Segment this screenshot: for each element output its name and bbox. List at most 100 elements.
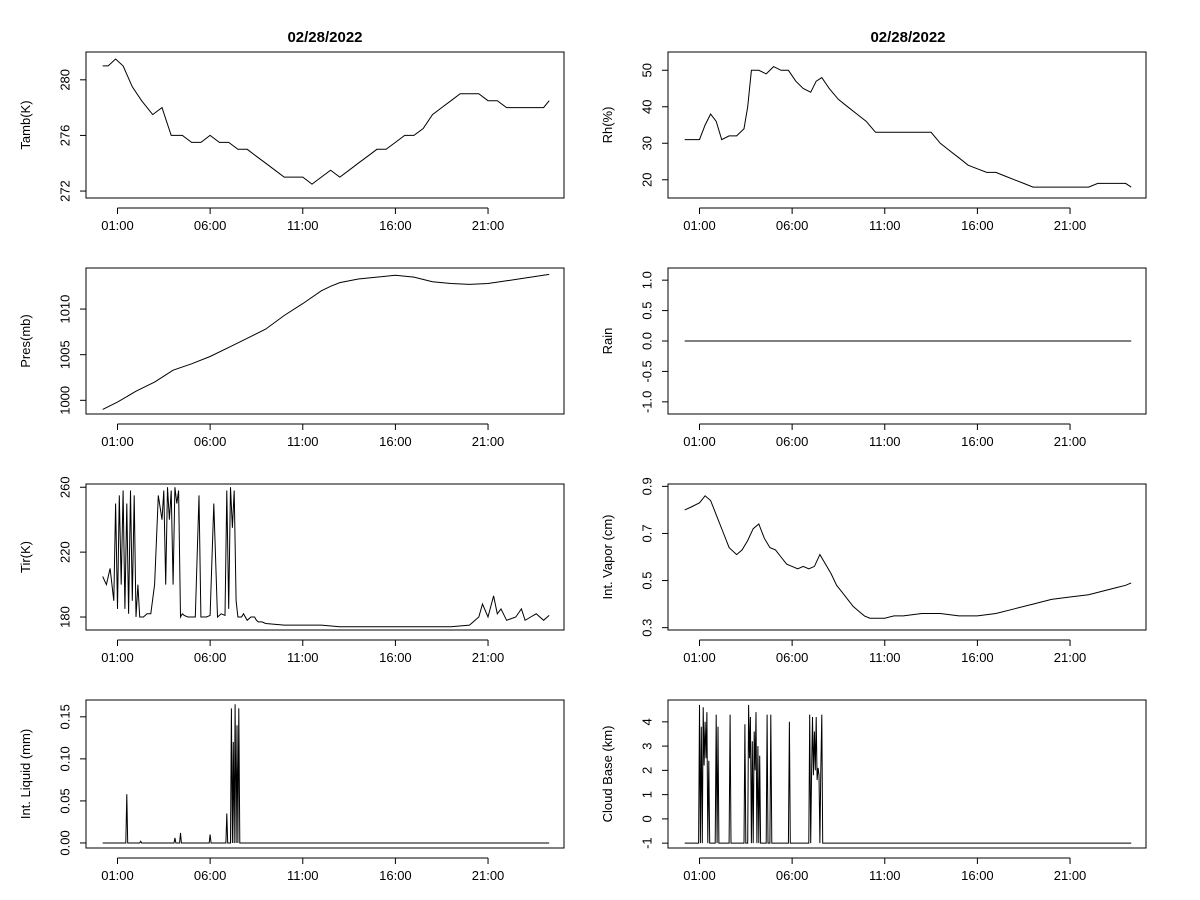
tamb-x-tick-label: 21:00 [472,218,505,233]
cloud-x-tick-label: 11:00 [869,868,901,883]
rh-x-tick-label: 16:00 [961,218,994,233]
vapor-plot-frame [667,483,1147,631]
tamb-x-tick-label: 06:00 [194,218,227,233]
rain-y-tick-label: -1.0 [639,391,654,413]
vapor-y-tick-label: 0.9 [639,477,654,495]
liquid-x-tick-label: 06:00 [194,868,227,883]
panel-tamb: 272 276 280 Tamb(K) 01:00 06:00 11:00 16:00 21:0… [18,51,565,233]
tir-y-axis-label: Tir(K) [18,541,33,573]
vapor-series-line [684,495,1132,619]
panel-rh: 20 30 40 50 Rh(%) 01:00 06:00 11:00 16:00 21:00 [600,51,1147,233]
liquid-plot-frame [85,699,565,849]
rh-y-tick-label: 30 [639,136,654,150]
rain-y-tick-label: 0.0 [639,332,654,350]
rh-plot-frame [667,51,1147,199]
tir-x-tick-label: 11:00 [287,650,319,665]
liquid-y-axis-label: Int. Liquid (mm) [18,729,33,819]
panel-liquid: 0.00 0.05 0.10 0.15 Int. Liquid (mm) 01:00 06:… [18,699,565,883]
vapor-x-tick-label: 11:00 [869,650,901,665]
liquid-y-tick-label: 0.15 [57,704,72,729]
right-column-title: 02/28/2022 [870,29,945,46]
tamb-x-tick-label: 16:00 [379,218,412,233]
rh-x-tick-label: 06:00 [776,218,809,233]
pres-series-line [102,273,550,410]
tir-plot-frame [85,483,565,631]
vapor-x-tick-label: 01:00 [683,650,716,665]
cloud-plot-frame [667,699,1147,849]
cloud-y-tick-label: 3 [639,742,654,749]
left-column-title: 02/28/2022 [287,29,362,46]
vapor-y-tick-label: 0.5 [639,572,654,590]
tir-y-tick-label: 220 [57,541,72,563]
vapor-x-tick-label: 16:00 [961,650,994,665]
cloud-x-tick-label: 16:00 [961,868,994,883]
vapor-y-tick-label: 0.7 [639,524,654,542]
liquid-x-tick-label: 01:00 [101,868,134,883]
pres-plot-frame [85,267,565,415]
liquid-x-tick-label: 16:00 [379,868,412,883]
rh-y-axis-label: Rh(%) [600,107,615,144]
pres-y-tick-label: 1005 [57,340,72,369]
rh-y-tick-label: 50 [639,63,654,77]
tamb-plot-frame [85,51,565,199]
rain-y-tick-label: -0.5 [639,360,654,382]
panel-vapor: 0.3 0.5 0.7 0.9 Int. Vapor (cm) 01:00 06:00 11:… [600,477,1147,665]
cloud-series-line [684,704,1132,844]
pres-y-tick-label: 1010 [57,295,72,324]
pres-x-tick-label: 21:00 [472,434,505,449]
pres-x-tick-label: 16:00 [379,434,412,449]
tamb-x-tick-label: 01:00 [101,218,134,233]
tir-y-tick-label: 260 [57,476,72,498]
cloud-y-tick-label: 4 [639,718,654,725]
tir-x-tick-label: 16:00 [379,650,412,665]
pres-x-tick-label: 06:00 [194,434,227,449]
tir-x-tick-label: 01:00 [101,650,134,665]
cloud-y-tick-label: 0 [639,815,654,822]
rh-y-tick-label: 20 [639,173,654,187]
liquid-x-tick-label: 21:00 [472,868,505,883]
cloud-x-tick-label: 21:00 [1054,868,1087,883]
panel-pres: 1000 1005 1010 Pres(mb) 01:00 06:00 11:00 16:00… [18,267,565,449]
vapor-y-axis-label: Int. Vapor (cm) [600,514,615,599]
tamb-series-line [102,58,550,185]
rain-y-axis-label: Rain [600,328,615,355]
liquid-x-tick-label: 11:00 [287,868,319,883]
liquid-y-tick-label: 0.05 [57,788,72,813]
vapor-x-tick-label: 06:00 [776,650,809,665]
panel-tir: 180 220 260 Tir(K) 01:00 06:00 11:00 16:00 21:00 [18,476,565,665]
cloud-x-tick-label: 01:00 [683,868,716,883]
rh-x-tick-label: 01:00 [683,218,716,233]
pres-y-axis-label: Pres(mb) [18,314,33,367]
rain-y-tick-label: 0.5 [639,302,654,320]
liquid-y-tick-label: 0.10 [57,746,72,771]
tamb-y-tick-label: 276 [57,125,72,147]
rh-x-tick-label: 21:00 [1054,218,1087,233]
pres-y-tick-label: 1000 [57,386,72,415]
rh-y-tick-label: 40 [639,100,654,114]
rh-series-line [684,65,1132,188]
liquid-series-line [102,704,550,844]
pres-x-tick-label: 01:00 [101,434,134,449]
tamb-y-tick-label: 272 [57,180,72,202]
tamb-y-tick-label: 280 [57,69,72,91]
rain-y-tick-label: 1.0 [639,271,654,289]
rain-x-tick-label: 11:00 [869,434,901,449]
vapor-x-tick-label: 21:00 [1054,650,1087,665]
tamb-y-axis-label: Tamb(K) [18,100,33,149]
cloud-y-tick-label: 2 [639,767,654,774]
panel-cloud: -1 0 1 2 3 4 Cloud Base (km) 01:00 06:00 11:00 16:… [600,699,1147,883]
pres-x-tick-label: 11:00 [287,434,319,449]
rain-x-tick-label: 21:00 [1054,434,1087,449]
cloud-x-tick-label: 06:00 [776,868,809,883]
tir-x-tick-label: 21:00 [472,650,505,665]
panel-rain: -1.0 -0.5 0.0 0.5 1.0 Rain 01:00 06:00 11:00 16:0… [600,267,1147,449]
tir-series-line [102,487,550,628]
tamb-x-tick-label: 11:00 [287,218,319,233]
rain-x-tick-label: 16:00 [961,434,994,449]
tir-x-tick-label: 06:00 [194,650,227,665]
rain-x-tick-label: 06:00 [776,434,809,449]
tir-y-tick-label: 180 [57,606,72,628]
cloud-y-axis-label: Cloud Base (km) [600,726,615,823]
rh-x-tick-label: 11:00 [869,218,901,233]
